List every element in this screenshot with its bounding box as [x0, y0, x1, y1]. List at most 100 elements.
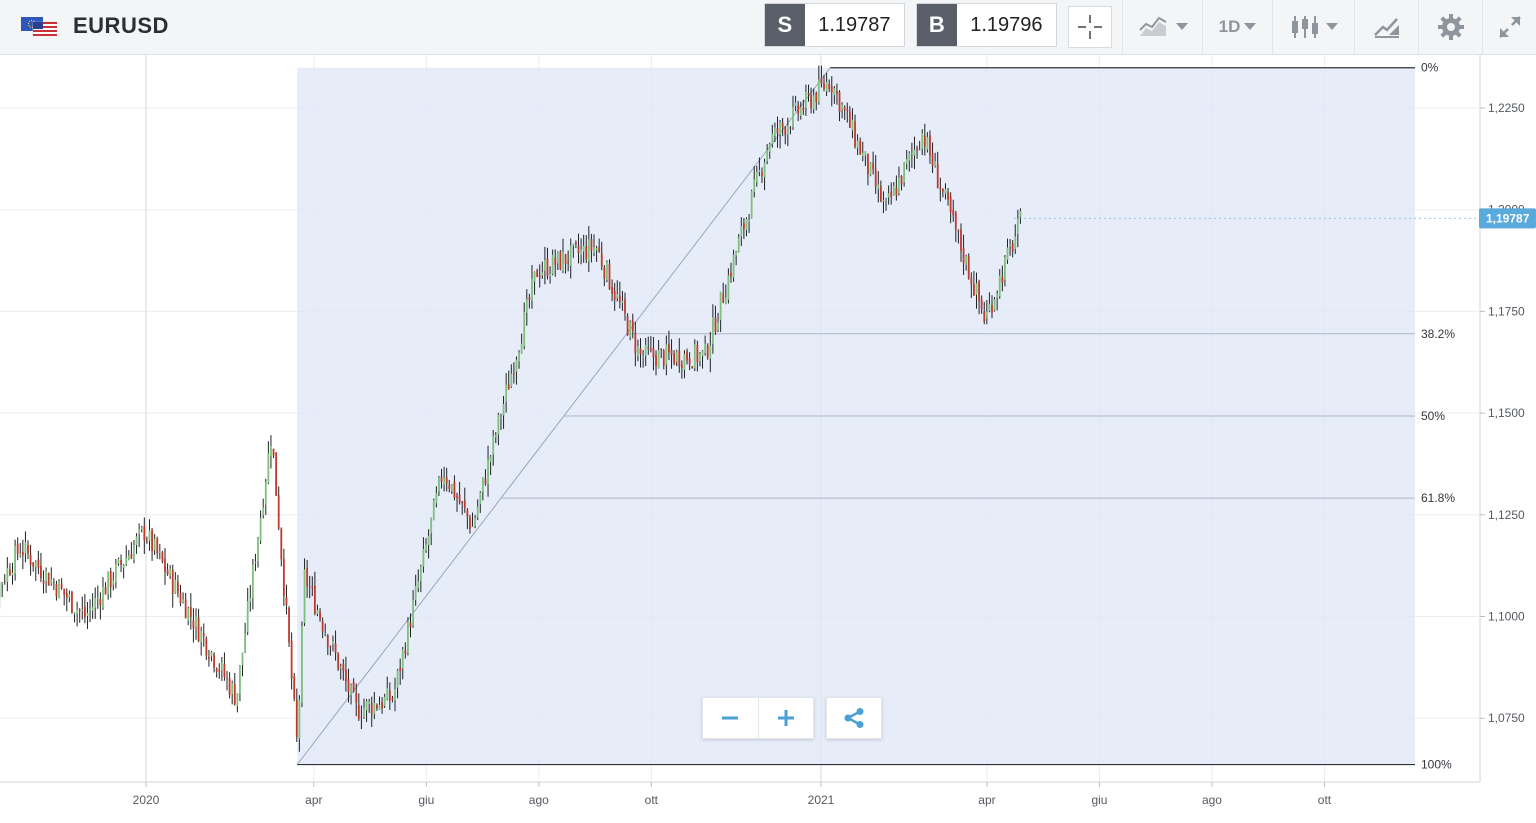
candle-bear	[952, 209, 955, 216]
candle-bear	[647, 347, 650, 349]
candle-bull	[1, 583, 4, 585]
candle-bull	[427, 535, 430, 545]
candle-bull	[383, 696, 386, 706]
candle-bear	[37, 559, 40, 568]
sell-button[interactable]: S 1.19787	[764, 3, 905, 47]
candle-bear	[611, 286, 613, 294]
fibonacci-level-label: 0%	[1421, 61, 1439, 75]
candle-bull	[799, 107, 802, 116]
candle-bull	[856, 140, 859, 148]
zoom-out-button[interactable]	[703, 698, 758, 738]
candle-bear	[649, 348, 652, 350]
candle-bear	[554, 257, 557, 266]
candle-bull	[89, 608, 91, 611]
candle-bear	[461, 501, 464, 503]
candle-style-dropdown[interactable]	[1272, 0, 1354, 54]
candle-bull	[704, 343, 707, 353]
candle-bear	[631, 320, 634, 332]
buy-button[interactable]: B 1.19796	[916, 3, 1057, 47]
candle-bear	[931, 153, 934, 167]
candle-bull	[6, 567, 9, 582]
chart-toolbar: EURUSD S 1.19787 B 1.19796 1D	[0, 0, 1536, 55]
candle-bull	[572, 243, 575, 246]
candle-bull	[593, 247, 595, 253]
candle-bear	[334, 643, 337, 654]
candle-bear	[789, 127, 792, 129]
candle-bear	[161, 552, 164, 562]
gear-icon	[1437, 14, 1464, 40]
y-tick-label: 1,2250	[1488, 101, 1525, 115]
candle-bear	[463, 500, 466, 508]
candle-bull	[471, 526, 474, 528]
candle-bull	[533, 271, 536, 282]
candle-bear	[275, 452, 278, 496]
candle-bull	[481, 477, 484, 492]
share-button[interactable]	[826, 697, 882, 739]
candle-bear	[145, 541, 148, 543]
candle-bull	[525, 299, 528, 313]
candle-bear	[376, 705, 378, 709]
candle-bull	[732, 254, 735, 278]
candle-bull	[699, 353, 701, 362]
candle-bear	[448, 485, 451, 489]
candle-bull	[339, 666, 342, 669]
candle-bull	[122, 564, 125, 568]
candle-bull	[303, 569, 306, 624]
candle-bear	[784, 128, 787, 135]
candle-bull	[556, 252, 559, 264]
fibonacci-level-label: 50%	[1421, 409, 1445, 423]
chart-type-dropdown[interactable]	[1122, 0, 1202, 54]
candle-bull	[133, 544, 135, 560]
candle-bear	[1001, 276, 1004, 283]
candle-bear	[680, 364, 683, 368]
fullscreen-button[interactable]	[1482, 0, 1536, 54]
candle-bear	[277, 495, 280, 529]
expand-icon	[1498, 16, 1521, 38]
candle-bear	[957, 230, 960, 232]
area-chart-icon	[1138, 16, 1166, 36]
candle-bear	[585, 246, 588, 260]
candle-bear	[823, 83, 825, 89]
plus-icon	[777, 710, 794, 726]
candle-bull	[520, 343, 523, 354]
candle-bear	[662, 350, 665, 366]
candle-bull	[771, 133, 774, 145]
candle-bear	[954, 212, 957, 230]
candle-bull	[401, 649, 404, 669]
timeframe-dropdown[interactable]: 1D	[1202, 0, 1272, 54]
candle-bear	[215, 668, 218, 672]
candle-bull	[887, 193, 890, 198]
candle-bull	[425, 544, 427, 551]
candle-bear	[189, 606, 192, 618]
candle-bear	[104, 586, 107, 595]
candle-bear	[978, 281, 980, 302]
candle-bull	[675, 351, 678, 362]
zoom-in-button[interactable]	[757, 698, 814, 738]
candle-bear	[226, 677, 228, 679]
candle-bear	[29, 554, 32, 566]
settings-button[interactable]	[1418, 0, 1482, 54]
candle-bear	[399, 667, 402, 672]
candle-bull	[825, 81, 828, 92]
candle-bull	[174, 579, 177, 594]
candle-bull	[443, 477, 446, 485]
candle-bear	[670, 349, 673, 355]
price-chart[interactable]: 1,22501,20001,17501,15001,12501,10001,07…	[0, 55, 1536, 823]
drawing-tools-button[interactable]	[1354, 0, 1418, 54]
candle-bull	[332, 641, 334, 645]
candle-bear	[538, 275, 541, 278]
crosshair-button[interactable]	[1064, 0, 1116, 54]
sell-price: 1.19787	[818, 13, 891, 36]
candle-bear	[624, 299, 626, 314]
candle-bear	[208, 656, 210, 660]
candle-bull	[430, 518, 433, 534]
candle-bull	[908, 153, 911, 161]
candle-bull	[595, 248, 598, 251]
candle-bear	[991, 305, 993, 313]
candle-bear	[388, 690, 391, 701]
candle-bear	[288, 607, 290, 643]
candle-bull	[985, 311, 988, 319]
candle-bull	[665, 344, 668, 365]
candle-bull	[735, 251, 738, 256]
chevron-down-icon	[1175, 23, 1188, 30]
